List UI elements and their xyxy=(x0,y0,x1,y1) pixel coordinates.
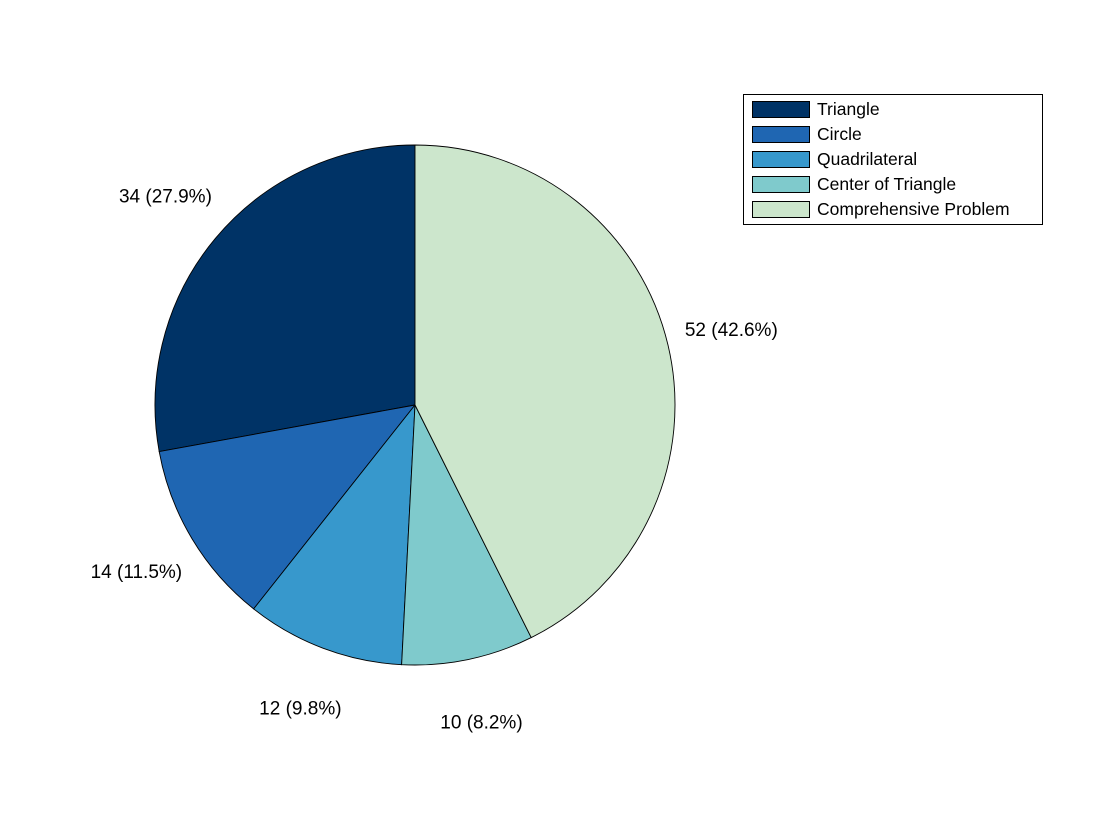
pie-slice-quadrilateral xyxy=(253,403,416,666)
legend-entry-quadrilateral: Quadrilateral xyxy=(752,147,917,172)
pie-label-circle: 14 (11.5%) xyxy=(91,562,183,583)
legend-label-quadrilateral: Quadrilateral xyxy=(817,149,918,169)
legend-entry-triangle: Triangle xyxy=(752,97,880,122)
legend-label-center-of-triangle: Center of Triangle xyxy=(817,174,957,194)
legend-label-circle: Circle xyxy=(817,124,862,144)
pie-label-comprehensive-problem: 52 (42.6%) xyxy=(685,320,778,341)
pie-slice-circle xyxy=(158,404,417,610)
legend-entry-comprehensive-problem: Comprehensive Problem xyxy=(752,197,1010,222)
legend: Triangle Circle Quadrilateral Center of … xyxy=(743,94,1043,225)
legend-swatch-quadrilateral xyxy=(752,151,810,168)
pie-label-quadrilateral: 12 (9.8%) xyxy=(259,699,341,720)
legend-swatch-center-of-triangle xyxy=(752,176,810,193)
legend-entry-center-of-triangle: Center of Triangle xyxy=(752,172,956,197)
pie-label-center-of-triangle: 10 (8.2%) xyxy=(440,713,522,734)
legend-entry-circle: Circle xyxy=(752,122,862,147)
legend-label-triangle: Triangle xyxy=(817,99,880,119)
pie-slice-triangle xyxy=(154,144,416,453)
pie-slices xyxy=(154,144,676,666)
pie-label-triangle: 34 (27.9%) xyxy=(119,186,212,207)
legend-swatch-triangle xyxy=(752,101,810,118)
legend-swatch-comprehensive-problem xyxy=(752,201,810,218)
legend-label-comprehensive-problem: Comprehensive Problem xyxy=(817,199,1010,219)
pie-slice-comprehensive-problem xyxy=(414,144,676,639)
legend-swatch-circle xyxy=(752,126,810,143)
pie-slice-labels: 34 (27.9%) 14 (11.5%) 12 (9.8%) 10 (8.2%) 52… xyxy=(91,186,778,733)
pie-slice-center-of-triangle xyxy=(401,403,532,666)
